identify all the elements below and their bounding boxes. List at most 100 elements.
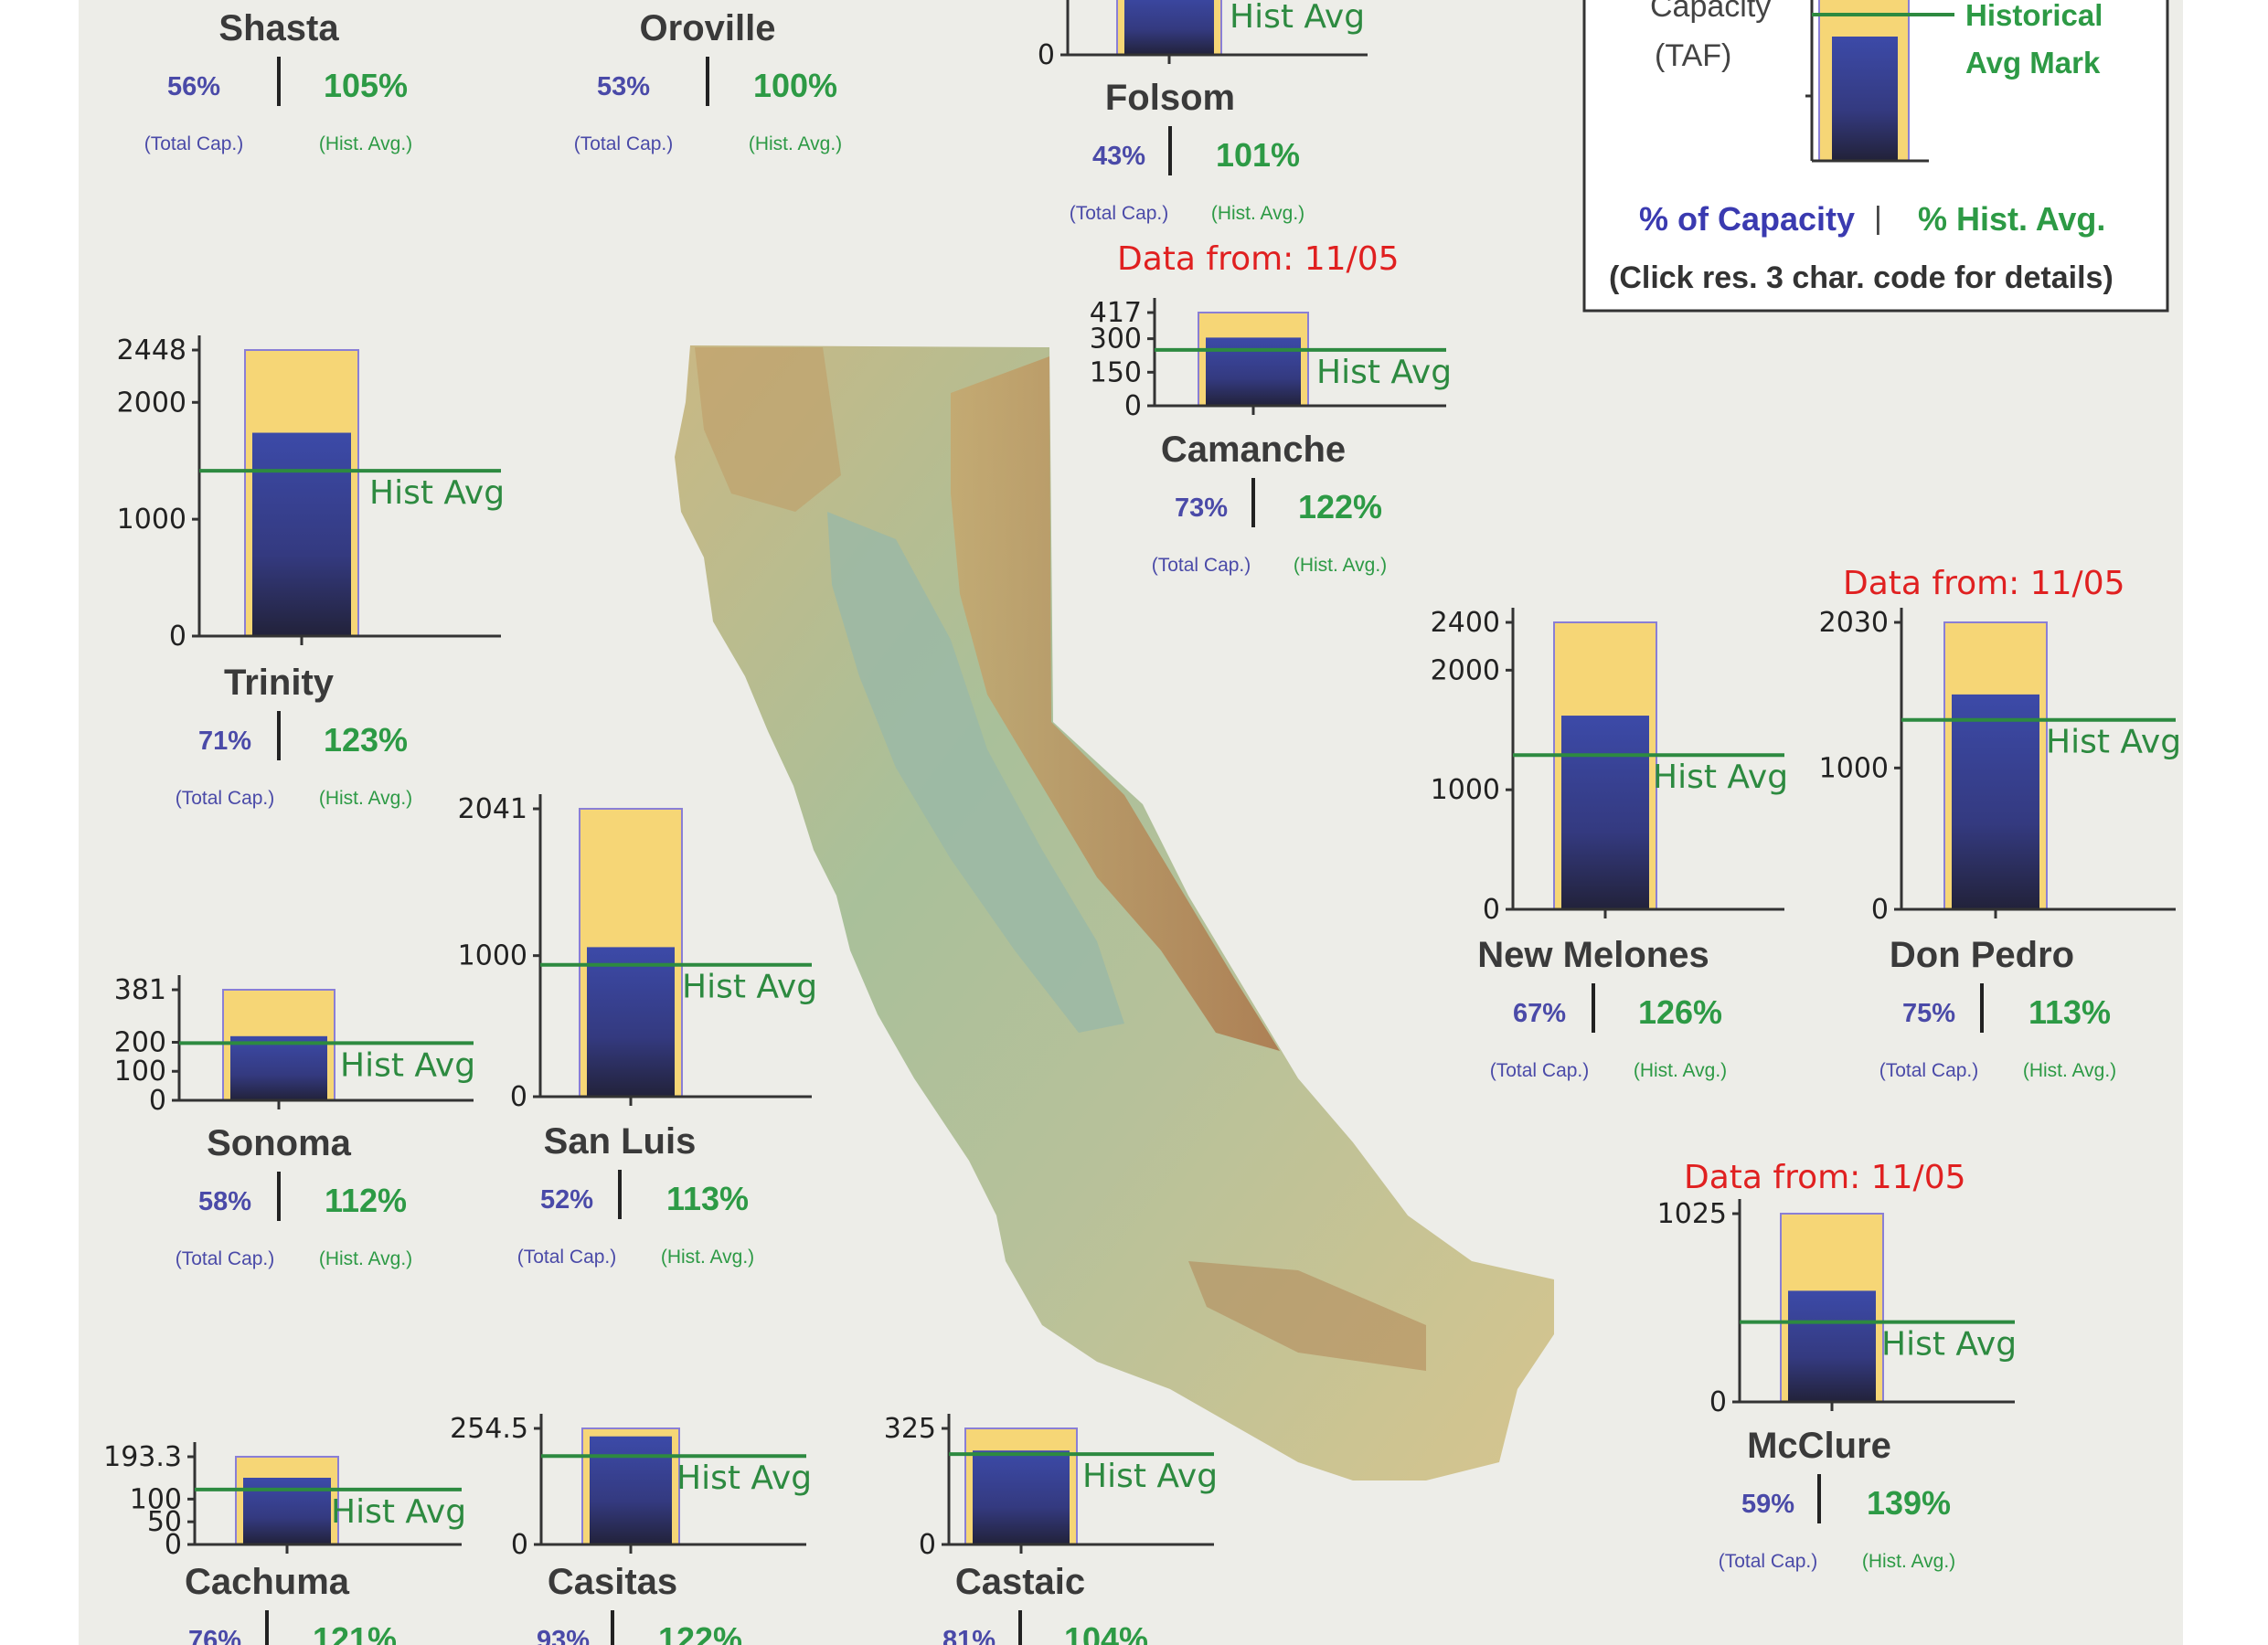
casitas-hist-avg-label: Hist Avg: [676, 1459, 812, 1497]
mcclure-data-from: Data from: 11/05: [1684, 1159, 1966, 1196]
trinity-y-tick-label: 0: [169, 621, 186, 653]
trinity-y-tick-label: 2000: [117, 387, 186, 419]
sonoma-hist-avg-label: Hist Avg: [340, 1046, 475, 1084]
castaic-pct-hist: 104%: [1064, 1620, 1148, 1645]
legend-pct-hist: % Hist. Avg.: [1918, 200, 2105, 238]
mcclure-sub-cap: (Total Cap.): [1719, 1551, 1818, 1572]
camanche-sub-hist: (Hist. Avg.): [1294, 555, 1387, 576]
new-melones-sub-cap: (Total Cap.): [1490, 1060, 1590, 1081]
casitas-pct-hist: 122%: [658, 1620, 742, 1645]
new-melones-y-tick-label: 0: [1483, 894, 1500, 926]
castaic-y-tick-label: 0: [919, 1529, 936, 1561]
legend-box: Capacity (TAF) Historical Avg Mark % of …: [1582, 0, 2169, 313]
mcclure-storage-bar[interactable]: [1788, 1290, 1876, 1402]
camanche-storage-bar[interactable]: [1206, 337, 1301, 406]
camanche-y-tick-label: 417: [1090, 297, 1142, 329]
oroville-label-block: Oroville 53% 100% (Total Cap.) (Hist. Avg.): [574, 8, 842, 154]
sonoma-name[interactable]: Sonoma: [207, 1123, 352, 1163]
sonoma-storage-bar[interactable]: [230, 1035, 327, 1100]
new-melones-y-tick-label: 2400: [1431, 607, 1500, 639]
sonoma-sub-cap: (Total Cap.): [176, 1248, 275, 1269]
new-melones-y-tick-label: 1000: [1431, 774, 1500, 806]
don-pedro-pct-hist: 113%: [2028, 993, 2111, 1031]
cachuma-y-tick-label: 0: [165, 1529, 182, 1561]
camanche-data-from: Data from: 11/05: [1117, 240, 1400, 278]
folsom-name[interactable]: Folsom: [1105, 78, 1235, 118]
california-map: [675, 345, 1554, 1480]
legend-taf-label: (TAF): [1655, 38, 1731, 73]
mcclure-pct-hist: 139%: [1867, 1484, 1951, 1522]
don-pedro-name[interactable]: Don Pedro: [1890, 935, 2074, 975]
mcclure-hist-avg-label: Hist Avg: [1881, 1326, 2017, 1364]
san-luis-hist-avg-label: Hist Avg: [682, 969, 817, 1006]
san-luis-sub-hist: (Hist. Avg.): [661, 1247, 754, 1268]
legend-separator: |: [1874, 201, 1882, 236]
new-melones-pct-hist: 126%: [1638, 993, 1722, 1031]
cachuma-pct-hist: 121%: [313, 1620, 397, 1645]
sonoma-y-tick-label: 100: [114, 1056, 166, 1088]
shasta-sub-hist: (Hist. Avg.): [319, 133, 412, 154]
san-luis-storage-bar[interactable]: [587, 947, 675, 1097]
don-pedro-storage-bar[interactable]: [1952, 694, 2039, 909]
camanche-y-tick-label: 0: [1124, 390, 1142, 422]
san-luis-label-block: San Luis 52% 113% (Total Cap.) (Hist. Avg.): [517, 1121, 754, 1268]
folsom-hist-avg-label: Hist Avg: [1230, 0, 1365, 36]
castaic-storage-bar[interactable]: [973, 1450, 1070, 1544]
oroville-sub-cap: (Total Cap.): [574, 133, 674, 154]
cachuma-y-tick-label: 193.3: [103, 1441, 182, 1473]
legend-pct-capacity: % of Capacity: [1639, 200, 1855, 238]
cachuma-pct-capacity: 76%: [188, 1626, 241, 1645]
don-pedro-pct-capacity: 75%: [1902, 999, 1955, 1028]
mcclure-y-tick-label: 1025: [1657, 1198, 1727, 1230]
legend-click-hint[interactable]: (Click res. 3 char. code for details): [1609, 260, 2114, 295]
trinity-pct-hist: 123%: [324, 721, 408, 759]
cachuma-name[interactable]: Cachuma: [185, 1562, 350, 1602]
oroville-pct-capacity: 53%: [597, 72, 650, 101]
castaic-pct-capacity: 81%: [942, 1626, 996, 1645]
new-melones-y-tick-label: 2000: [1431, 654, 1500, 686]
sonoma-pct-hist: 112%: [325, 1182, 407, 1219]
casitas-storage-bar[interactable]: [590, 1436, 672, 1544]
trinity-name[interactable]: Trinity: [224, 663, 335, 703]
camanche-pct-hist: 122%: [1298, 488, 1382, 525]
castaic-name[interactable]: Castaic: [955, 1562, 1085, 1602]
new-melones-label-block: New Melones 67% 126% (Total Cap.) (Hist. Avg…: [1477, 935, 1727, 1081]
trinity-storage-bar[interactable]: [252, 432, 351, 636]
mcclure-chart: 1025 0 Hist Avg Data from: 11/05: [1657, 1159, 2017, 1418]
trinity-sub-hist: (Hist. Avg.): [319, 788, 412, 809]
san-luis-y-tick-label: 0: [510, 1081, 527, 1113]
new-melones-sub-hist: (Hist. Avg.): [1634, 1060, 1727, 1081]
san-luis-y-tick-label: 1000: [458, 940, 527, 972]
new-melones-name[interactable]: New Melones: [1477, 935, 1709, 975]
camanche-name[interactable]: Camanche: [1161, 430, 1346, 470]
sonoma-pct-capacity: 58%: [198, 1187, 251, 1216]
shasta-name[interactable]: Shasta: [218, 8, 339, 48]
casitas-name[interactable]: Casitas: [548, 1562, 677, 1602]
oroville-name[interactable]: Oroville: [640, 8, 776, 48]
folsom-sub-cap: (Total Cap.): [1070, 203, 1169, 224]
trinity-hist-avg-label: Hist Avg: [369, 474, 505, 512]
folsom-storage-bar[interactable]: [1124, 0, 1214, 55]
legend-avg-mark-label: Avg Mark: [1965, 46, 2101, 80]
trinity-label-block: Trinity 71% 123% (Total Cap.) (Hist. Avg.): [176, 663, 412, 809]
folsom-pct-hist: 101%: [1216, 136, 1300, 174]
casitas-y-tick-label: 0: [511, 1529, 528, 1561]
don-pedro-hist-avg-label: Hist Avg: [2046, 724, 2181, 761]
camanche-sub-cap: (Total Cap.): [1152, 555, 1251, 576]
mcclure-name[interactable]: McClure: [1747, 1426, 1891, 1466]
new-melones-storage-bar[interactable]: [1561, 716, 1649, 909]
san-luis-name[interactable]: San Luis: [544, 1121, 697, 1162]
cachuma-hist-avg-label: Hist Avg: [331, 1493, 466, 1531]
casitas-chart: 254.5 0 Hist Avg: [450, 1413, 812, 1561]
shasta-pct-capacity: 56%: [167, 72, 220, 101]
mcclure-label-block: McClure 59% 139% (Total Cap.) (Hist. Avg.): [1719, 1426, 1955, 1572]
castaic-hist-avg-label: Hist Avg: [1082, 1458, 1218, 1495]
sonoma-y-tick-label: 381: [114, 974, 166, 1006]
